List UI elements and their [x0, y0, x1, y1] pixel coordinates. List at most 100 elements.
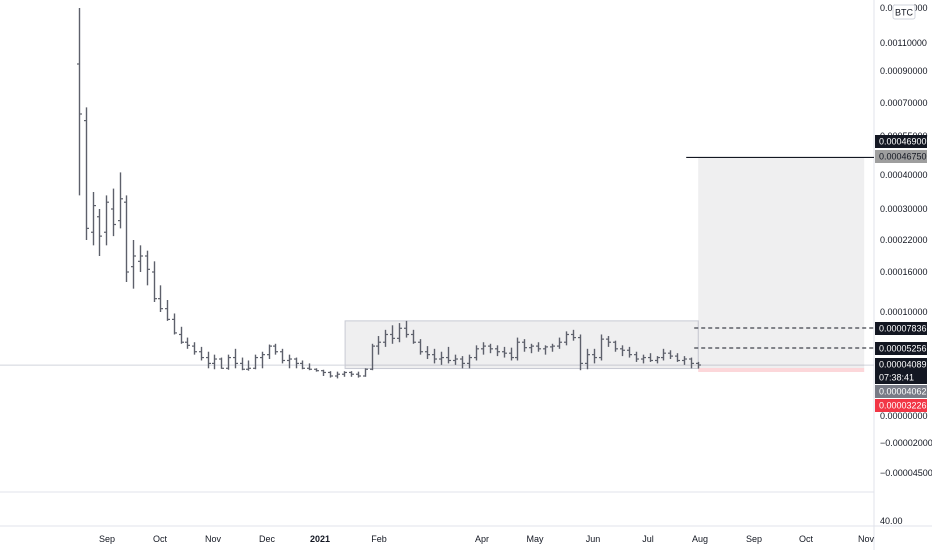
- ohlc-bar: [689, 357, 694, 369]
- ohlc-bar: [294, 357, 299, 369]
- ohlc-bar: [356, 371, 361, 378]
- price-tick-label: 0.00030000: [880, 204, 928, 214]
- price-label-text: 0.00007836: [879, 324, 927, 334]
- price-label-text: 0.00046900: [879, 137, 927, 147]
- ohlc-bar: [425, 346, 430, 360]
- indicator-tick-label: 40.00: [880, 516, 903, 526]
- time-tick-label: Dec: [259, 534, 276, 544]
- ohlc-bar: [199, 346, 204, 361]
- price-label-text: 0.00046750: [879, 152, 927, 162]
- time-axis[interactable]: Sep Oct Nov Dec 2021 Feb Apr May Jun Jul Aug Sep Oct…: [99, 534, 875, 544]
- price-tick-label: 0.00022000: [880, 235, 928, 245]
- price-label-text: 0.00004062: [879, 387, 927, 397]
- time-tick-label: May: [526, 534, 544, 544]
- ohlc-bar: [84, 107, 89, 240]
- ohlc-bar: [460, 356, 465, 369]
- ohlc-bar: [613, 340, 618, 352]
- time-tick-label: Jul: [642, 534, 654, 544]
- price-label-text: 07:38:41: [879, 373, 914, 383]
- ohlc-bar: [192, 342, 197, 355]
- ohlc-bar: [370, 343, 375, 371]
- ohlc-bar: [592, 348, 597, 364]
- ohlc-bar: [111, 188, 116, 237]
- price-tick-label: 0.00016000: [880, 267, 928, 277]
- price-labels: 0.00046900 0.00046750 0.00007836 0.00005256…: [875, 135, 927, 412]
- ohlc-bar: [342, 371, 347, 377]
- price-tick-label: 0.00010000: [880, 307, 928, 317]
- ohlc-bar: [124, 195, 129, 282]
- ohlc-bar: [661, 348, 666, 361]
- ohlc-bar: [481, 342, 486, 355]
- price-bars: [77, 8, 701, 379]
- price-label-tag: 0.00007836: [875, 322, 927, 335]
- ohlc-bar: [185, 337, 190, 349]
- ohlc-bar: [273, 343, 278, 355]
- ohlc-bar: [397, 323, 402, 343]
- price-label-tag: 0.00004089: [875, 358, 927, 371]
- price-label-bg: [875, 150, 927, 163]
- ohlc-bar: [152, 261, 157, 302]
- ohlc-bar: [376, 336, 381, 355]
- drawings-layer: [344, 157, 865, 372]
- ohlc-bar: [432, 348, 437, 364]
- ohlc-bar: [418, 339, 423, 355]
- ohlc-bar: [287, 354, 292, 369]
- ohlc-bar: [550, 343, 555, 352]
- ohlc-bar: [488, 343, 493, 354]
- ohlc-bar: [172, 313, 177, 335]
- ohlc-bar: [219, 357, 224, 369]
- price-tick-label: −0.00002000: [880, 438, 932, 448]
- time-tick-label: Oct: [153, 534, 168, 544]
- ohlc-bar: [571, 329, 576, 341]
- ohlc-bar: [641, 354, 646, 364]
- ohlc-bar: [97, 209, 102, 256]
- ohlc-bar: [91, 192, 96, 246]
- ohlc-bar: [179, 326, 184, 344]
- ohlc-bar: [104, 195, 109, 246]
- long-position-stop-zone: [698, 368, 865, 372]
- ohlc-bar: [509, 347, 514, 361]
- ohlc-bar: [578, 334, 583, 371]
- price-label-bg: [875, 135, 927, 148]
- price-label-bg: [875, 342, 927, 355]
- ohlc-bar: [253, 354, 258, 370]
- ohlc-bar: [627, 346, 632, 358]
- ohlc-bar: [474, 345, 479, 361]
- ohlc-bar: [138, 245, 143, 272]
- ohlc-bar: [515, 337, 520, 361]
- time-tick-label: Oct: [799, 534, 814, 544]
- ohlc-bar: [335, 371, 340, 379]
- price-tick-label: 0.00040000: [880, 170, 928, 180]
- ohlc-bar: [648, 353, 653, 362]
- ohlc-bar: [240, 357, 245, 371]
- ohlc-bar: [467, 354, 472, 369]
- ohlc-bar: [158, 285, 163, 312]
- ohlc-bar: [668, 350, 673, 360]
- time-tick-label: Feb: [371, 534, 387, 544]
- price-label-bg: [875, 385, 927, 398]
- ohlc-bar: [260, 351, 265, 369]
- price-label-tag: 0.00003226: [875, 399, 927, 412]
- ohlc-bar: [212, 354, 217, 370]
- ohlc-bar: [314, 368, 319, 372]
- ohlc-bar: [564, 331, 569, 346]
- ohlc-bar: [655, 356, 660, 364]
- ohlc-bar: [363, 368, 368, 377]
- ohlc-bar: [267, 344, 272, 360]
- ohlc-bar: [606, 336, 611, 347]
- ohlc-bar: [404, 320, 409, 338]
- ohlc-bar: [453, 354, 458, 365]
- price-label-tag: 0.00005256: [875, 342, 927, 355]
- price-label-bg: [875, 399, 927, 412]
- ohlc-bar: [246, 360, 251, 371]
- ohlc-bar: [696, 361, 701, 369]
- time-tick-label: Jun: [586, 534, 601, 544]
- ohlc-bar: [233, 348, 238, 369]
- ohlc-bar: [495, 345, 500, 357]
- time-tick-label: Sep: [99, 534, 115, 544]
- currency-badge-label: BTC: [895, 8, 914, 18]
- currency-badge: BTC: [892, 4, 916, 20]
- time-tick-label: Aug: [692, 534, 708, 544]
